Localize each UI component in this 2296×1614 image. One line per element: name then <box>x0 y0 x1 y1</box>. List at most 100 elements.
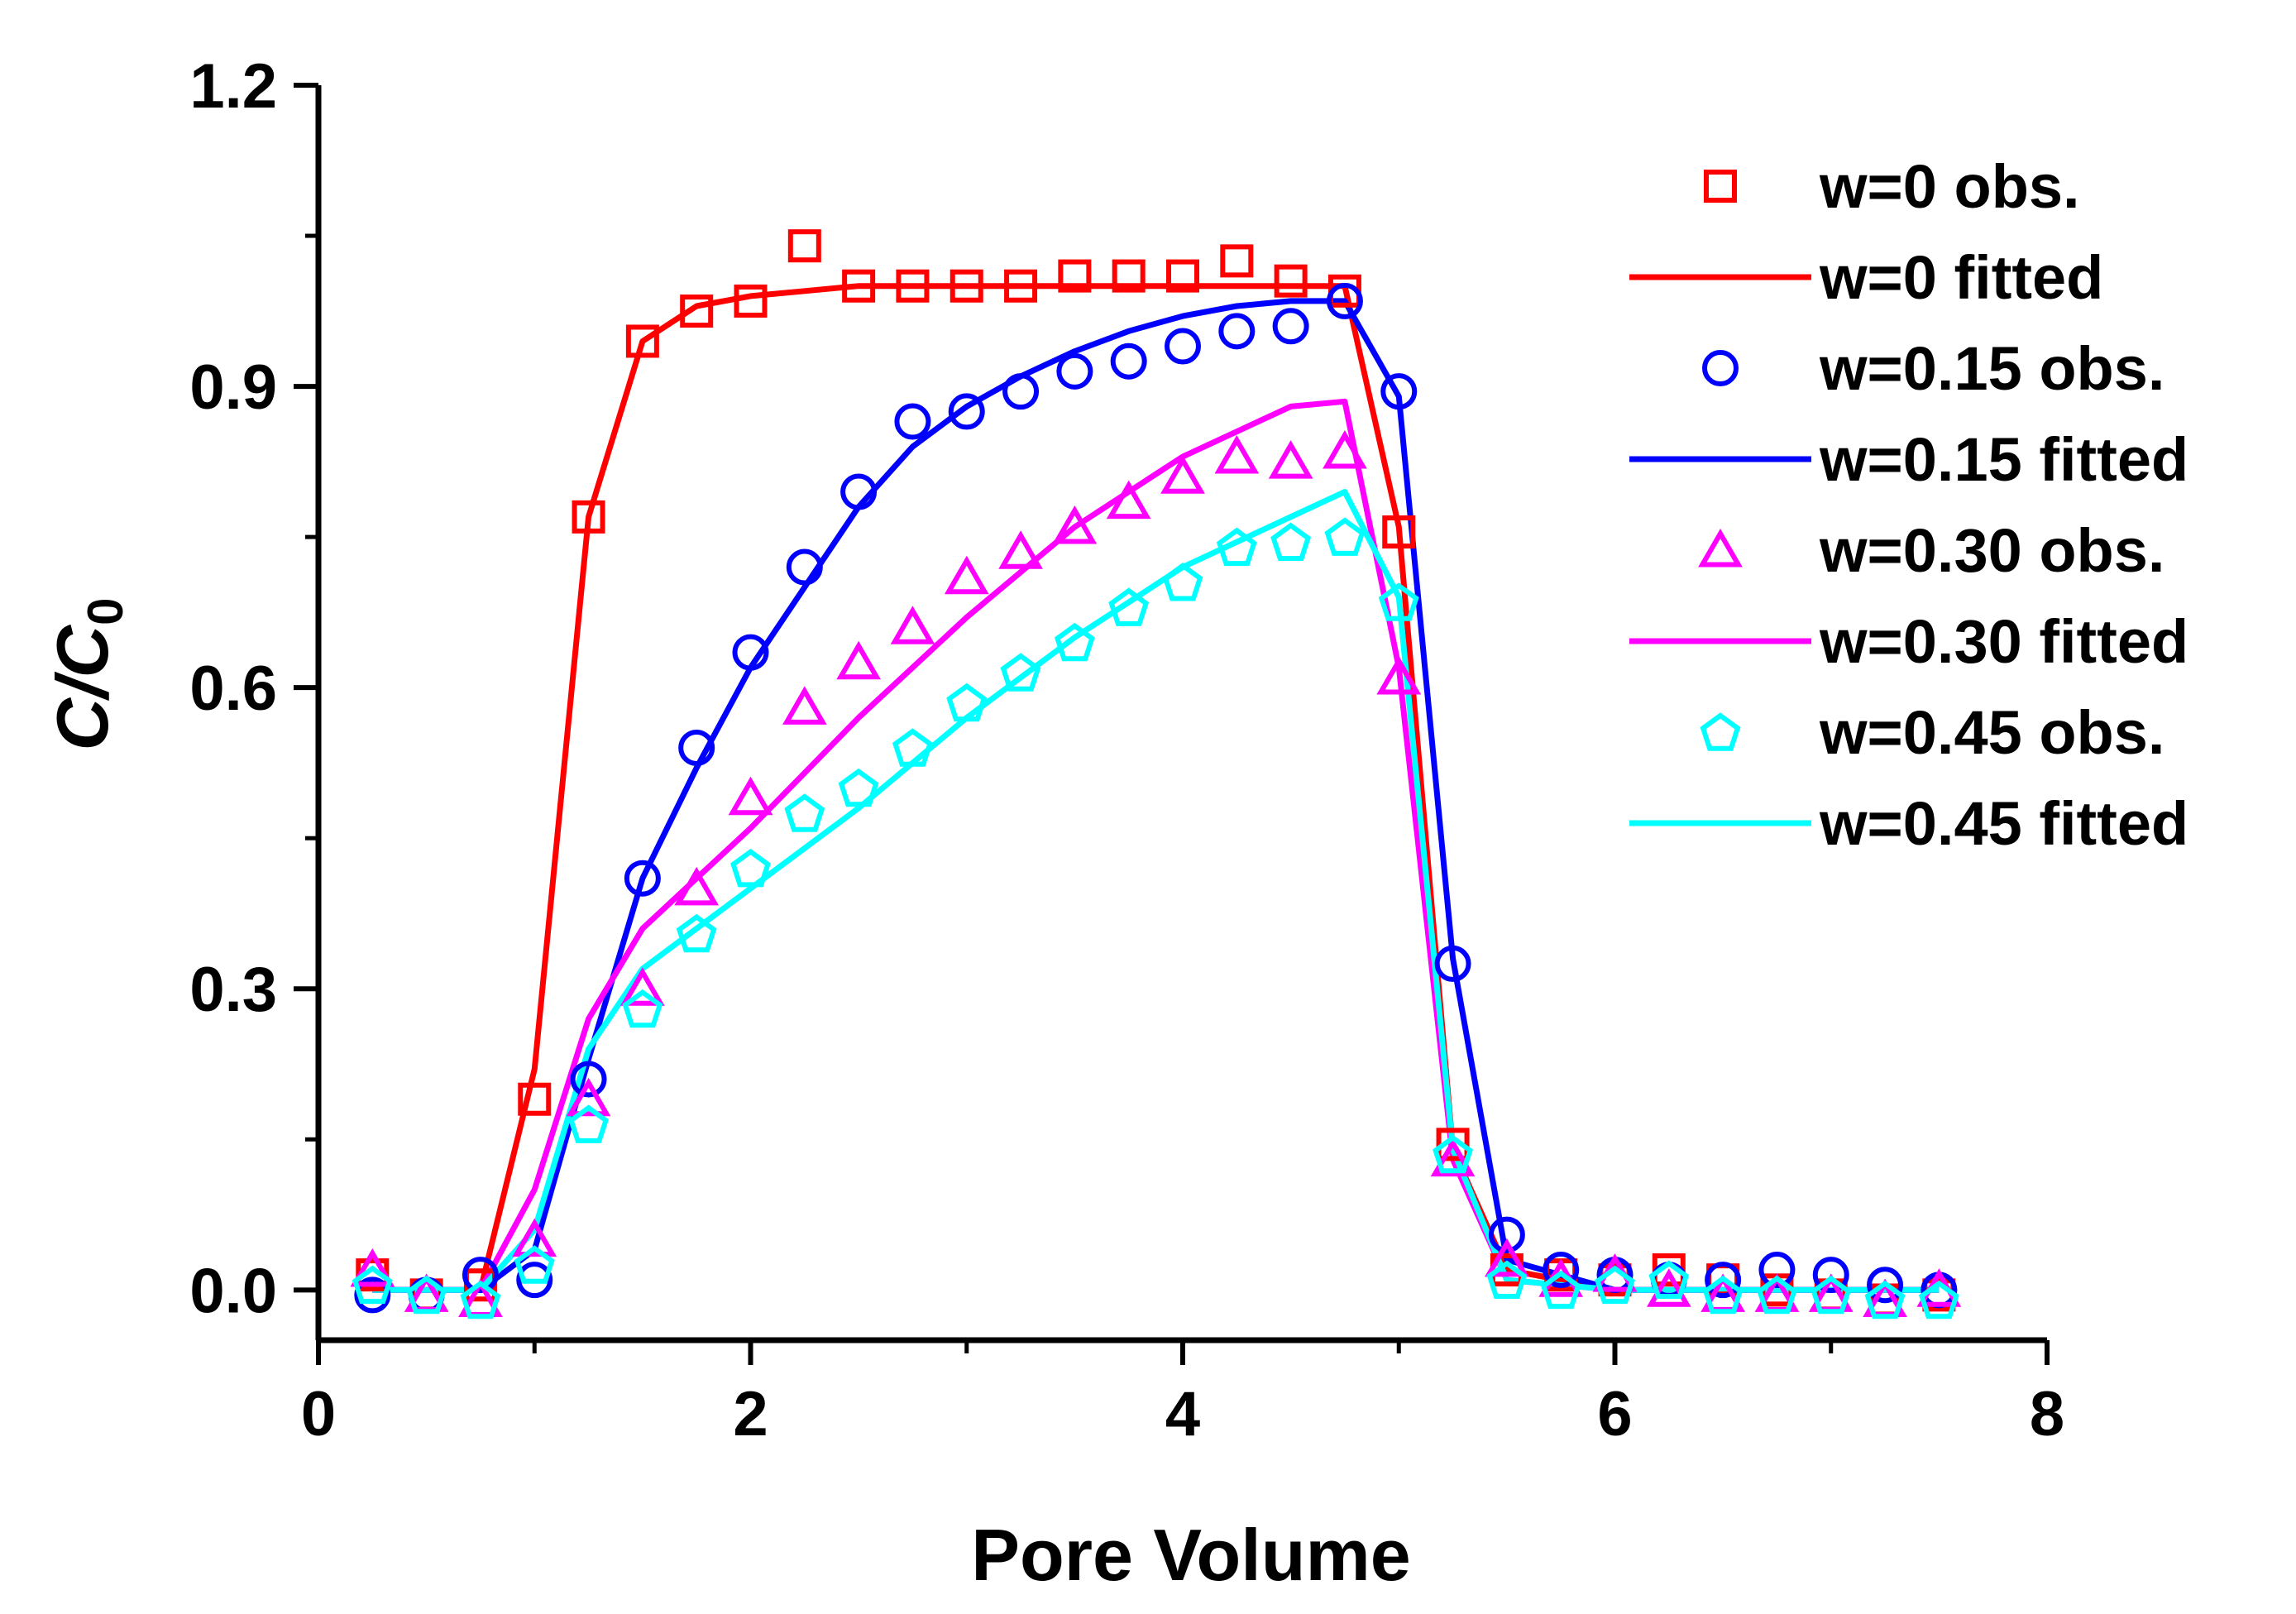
plot-markers <box>350 229 1962 1319</box>
point-w-0-15-obs-2 <box>462 1257 499 1294</box>
legend-swatch-w-0-obs <box>1704 170 1737 203</box>
legend-label-w-0-15-fitted: w=0.15 fitted <box>1819 425 2188 494</box>
point-w-0-15-obs-0 <box>354 1276 391 1314</box>
point-w-0-15-obs-14 <box>1110 342 1147 380</box>
point-w-0-30-obs-5 <box>619 967 665 1006</box>
axes: 0 2 4 6 8 0.0 0.3 0.6 0.9 1.2 <box>189 51 2064 1449</box>
point-w-0-30-obs-3 <box>512 1218 557 1257</box>
series-markers-w-0-45-obs <box>352 517 1959 1319</box>
point-w-0-45-obs-6 <box>676 913 717 953</box>
point-w-0-45-obs-12 <box>1000 653 1041 692</box>
point-w-0-obs-14 <box>1112 259 1146 293</box>
point-w-0-obs-16 <box>1220 244 1254 278</box>
point-w-0-30-obs-24 <box>1647 1268 1691 1307</box>
point-w-0-45-obs-4 <box>568 1104 610 1143</box>
point-w-0-obs-11 <box>949 269 983 303</box>
point-w-0-15-obs-10 <box>894 403 931 440</box>
point-w-0-45-obs-26 <box>1756 1275 1797 1315</box>
point-w-0-obs-15 <box>1166 259 1199 293</box>
legend-label-w-0-fitted: w=0 fitted <box>1819 243 2103 312</box>
point-w-0-15-obs-17 <box>1272 308 1309 345</box>
point-w-0-30-obs-15 <box>1160 455 1205 494</box>
point-w-0-45-obs-23 <box>1595 1265 1635 1305</box>
point-w-0-30-obs-20 <box>1430 1137 1476 1177</box>
legend-item-w-0-30-fitted: w=0.30 fitted <box>1629 607 2188 676</box>
point-w-0-30-obs-10 <box>890 606 935 644</box>
series-line-w-0-15-fitted <box>372 298 1940 1293</box>
point-w-0-45-obs-2 <box>460 1280 501 1319</box>
point-w-0-15-obs-9 <box>840 473 878 510</box>
y-tick-label-3: 0.9 <box>189 352 277 423</box>
legend-item-w-0-15-obs: w=0.15 obs. <box>1702 334 2164 403</box>
point-w-0-obs-5 <box>625 324 659 358</box>
point-w-0-30-obs-9 <box>836 640 882 680</box>
point-w-0-30-obs-8 <box>782 686 827 725</box>
point-w-0-obs-20 <box>1436 1128 1470 1161</box>
point-w-0-15-obs-26 <box>1758 1252 1796 1289</box>
y-tick-label-1: 0.3 <box>189 955 277 1025</box>
point-w-0-30-obs-17 <box>1268 440 1313 479</box>
point-w-0-30-obs-18 <box>1323 429 1367 469</box>
series-line-w-0-45-fitted <box>372 489 1940 1293</box>
plot-lines <box>372 283 1940 1293</box>
point-w-0-15-obs-20 <box>1434 945 1471 982</box>
point-w-0-45-obs-29 <box>1918 1280 1959 1319</box>
point-w-0-45-obs-3 <box>514 1245 555 1284</box>
point-w-0-15-obs-7 <box>732 634 769 671</box>
point-w-0-30-obs-4 <box>566 1077 611 1117</box>
legend-item-w-0-45-obs: w=0.45 obs. <box>1700 698 2164 767</box>
point-w-0-45-obs-1 <box>406 1275 447 1315</box>
point-w-0-30-obs-14 <box>1106 480 1151 520</box>
point-w-0-45-obs-0 <box>352 1265 393 1305</box>
point-w-0-15-obs-5 <box>624 860 661 897</box>
point-w-0-45-obs-24 <box>1648 1260 1690 1299</box>
point-w-0-30-obs-19 <box>1376 655 1422 695</box>
point-w-0-45-obs-15 <box>1162 562 1203 601</box>
point-w-0-45-obs-20 <box>1433 1134 1474 1174</box>
legend-item-w-0-fitted: w=0 fitted <box>1629 243 2103 312</box>
point-w-0-15-obs-25 <box>1705 1262 1742 1299</box>
point-w-0-obs-13 <box>1058 259 1092 293</box>
point-w-0-obs-12 <box>1004 269 1038 303</box>
point-w-0-15-obs-18 <box>1326 282 1363 319</box>
series-line-w-0-30-fitted <box>372 398 1940 1293</box>
point-w-0-45-obs-10 <box>892 728 933 767</box>
point-w-0-45-obs-27 <box>1810 1275 1852 1315</box>
point-w-0-15-obs-8 <box>786 548 823 586</box>
point-w-0-obs-6 <box>680 295 714 328</box>
point-w-0-15-obs-13 <box>1056 352 1093 390</box>
legend-label-w-0-30-fitted: w=0.30 fitted <box>1819 607 2188 676</box>
point-w-0-15-obs-16 <box>1218 313 1256 350</box>
point-w-0-15-obs-12 <box>1002 373 1040 410</box>
point-w-0-obs-4 <box>572 500 605 534</box>
legend-item-w-0-15-fitted: w=0.15 fitted <box>1629 425 2188 494</box>
point-w-0-45-obs-22 <box>1540 1270 1581 1310</box>
point-w-0-15-obs-15 <box>1165 328 1201 365</box>
point-w-0-45-obs-19 <box>1378 582 1419 621</box>
point-w-0-15-obs-27 <box>1812 1257 1849 1294</box>
legend-swatch-w-0-45-obs <box>1700 712 1741 751</box>
x-tick-label-4: 8 <box>2030 1379 2064 1449</box>
legend-swatch-w-0-15-obs <box>1702 350 1739 386</box>
legend-label-w-0-30-obs: w=0.30 obs. <box>1819 516 2164 585</box>
series-line-w-0-fitted <box>372 283 1940 1293</box>
y-tick-label-2: 0.6 <box>189 654 277 724</box>
point-w-0-45-obs-14 <box>1108 587 1150 626</box>
legend-item-w-0-45-fitted: w=0.45 fitted <box>1629 789 2188 858</box>
legend-item-w-0-30-obs: w=0.30 obs. <box>1698 516 2164 585</box>
point-w-0-obs-19 <box>1382 515 1416 549</box>
point-w-0-45-obs-11 <box>946 682 988 722</box>
point-w-0-obs-8 <box>787 229 821 263</box>
point-w-0-45-obs-28 <box>1864 1280 1906 1319</box>
point-w-0-15-obs-22 <box>1543 1252 1580 1289</box>
point-w-0-45-obs-16 <box>1216 527 1257 567</box>
x-tick-label-2: 4 <box>1165 1379 1200 1449</box>
point-w-0-obs-9 <box>842 269 876 303</box>
point-w-0-30-obs-11 <box>944 555 989 595</box>
y-tick-label-0: 0.0 <box>189 1256 277 1326</box>
point-w-0-15-obs-3 <box>516 1262 553 1299</box>
point-w-0-30-obs-0 <box>350 1248 395 1287</box>
x-axis-title: Pore Volume <box>971 1514 1410 1596</box>
